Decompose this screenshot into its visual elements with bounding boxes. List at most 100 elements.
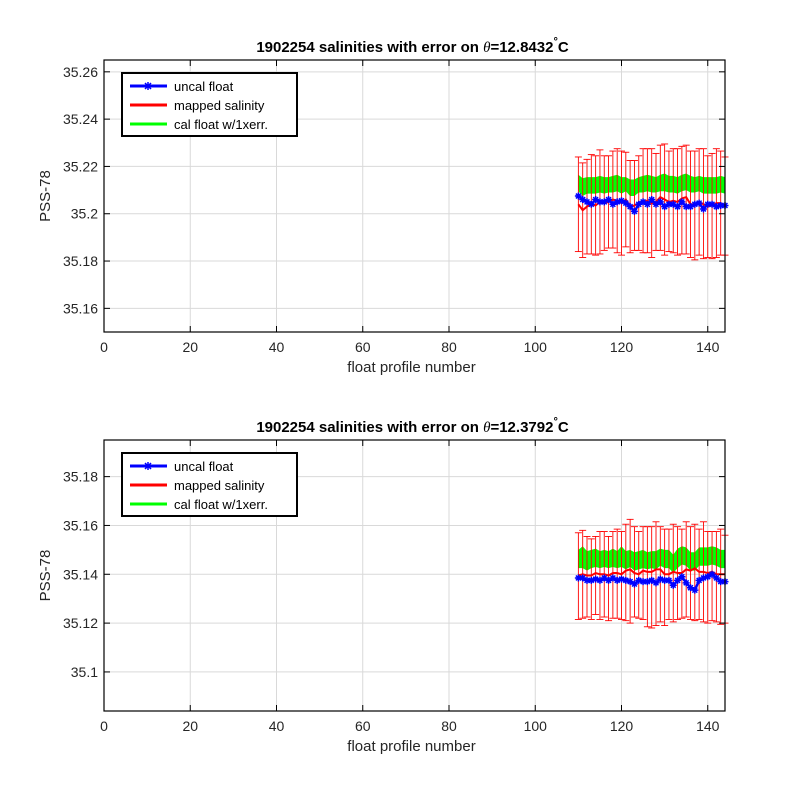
uncal-float-marker (687, 584, 694, 592)
x-tick-label: 140 (696, 339, 720, 355)
legend-marker (144, 462, 152, 470)
y-tick-label: 35.18 (63, 469, 98, 485)
uncal-float-marker (630, 580, 638, 588)
y-tick-label: 35.16 (63, 300, 98, 316)
uncal-float-marker (613, 198, 621, 206)
y-tick-label: 35.16 (63, 517, 98, 533)
y-tick-label: 35.26 (63, 64, 98, 80)
axes-box (103, 59, 726, 333)
y-tick-label: 35.18 (63, 253, 98, 269)
uncal-float-marker (665, 200, 673, 208)
legend: uncal float mapped salinity cal float w/1x… (121, 452, 298, 517)
uncal-float-marker (652, 579, 660, 587)
uncal-float-marker (635, 576, 643, 584)
uncal-float-marker (712, 203, 720, 211)
subplot-2: 0 20 40 60 80 100 120 140 35.1 35.12 35.14 35.16 35.… (37, 416, 729, 755)
legend-mapped: mapped salinity (130, 98, 265, 113)
title-theta: θ (483, 420, 491, 436)
uncal-float-marker (574, 192, 582, 200)
legend-cal: cal float w/1xerr. (130, 497, 268, 512)
uncal-float-marker (639, 198, 647, 206)
legend: uncal float mapped salinity cal float w/1x… (121, 72, 298, 137)
y-tick-label: 35.14 (63, 566, 98, 582)
uncal-float-marker (656, 575, 664, 583)
x-tick-label: 20 (182, 718, 198, 734)
uncal-float-marker (579, 196, 587, 204)
uncal-float-marker (678, 573, 686, 581)
x-tick-label: 40 (269, 718, 285, 734)
uncal-float-marker (665, 576, 673, 584)
uncal-float-marker (674, 576, 682, 584)
title-value: =12.3792 (490, 419, 553, 436)
uncal-float-marker (708, 200, 716, 208)
title-degree: ° (553, 36, 557, 48)
uncal-float-marker (596, 576, 604, 584)
uncal-float-marker (695, 199, 703, 207)
x-tick-label: 60 (355, 339, 371, 355)
title-value: =12.8432 (490, 39, 553, 56)
title-prefix: 1902254 salinities with error on (256, 39, 483, 56)
uncal-float-marker (678, 198, 686, 206)
legend-uncal: uncal float (130, 79, 234, 94)
chart-title: 1902254 salinities with error on θ=12.84… (256, 36, 569, 56)
uncal-float-marker (708, 570, 716, 578)
legend-marker (144, 82, 152, 90)
uncal-float-marker (587, 200, 595, 208)
legend-label: uncal float (174, 459, 234, 474)
uncal-float-marker (648, 576, 656, 584)
x-tick-label: 140 (696, 718, 720, 734)
x-tick-label: 100 (524, 718, 548, 734)
uncal-float-marker (622, 199, 630, 207)
x-tick-label: 60 (355, 718, 371, 734)
x-tick-label: 0 (100, 718, 108, 734)
title-unit: C (558, 419, 569, 436)
y-axis-label: PSS-78 (37, 550, 54, 602)
uncal-float-marker (592, 575, 600, 583)
uncal-float-marker (574, 574, 582, 582)
legend-label: mapped salinity (174, 98, 265, 113)
uncal-float-marker (583, 576, 591, 584)
uncal-float-marker (648, 196, 656, 204)
uncal-float-marker (704, 200, 712, 208)
uncal-float-marker (605, 196, 613, 204)
x-tick-label: 80 (441, 718, 457, 734)
uncal-float-marker (635, 200, 643, 208)
uncal-float-marker (622, 576, 630, 584)
x-tick-label: 80 (441, 339, 457, 355)
uncal-float-marker (656, 198, 664, 206)
y-tick-label: 35.22 (63, 158, 98, 174)
legend-label: cal float w/1xerr. (174, 117, 268, 132)
uncal-float-marker (652, 200, 660, 208)
x-axis-label: float profile number (347, 738, 475, 755)
title-prefix: 1902254 salinities with error on (256, 419, 483, 436)
chart-title: 1902254 salinities with error on θ=12.37… (256, 416, 569, 436)
uncal-float-marker (669, 200, 677, 208)
y-tick-label: 35.24 (63, 111, 98, 127)
uncal-float-marker (630, 207, 638, 215)
uncal-float-marker (674, 203, 682, 211)
legend-uncal: uncal float (130, 459, 234, 474)
uncal-float-marker (704, 573, 712, 581)
uncal-float-marker (605, 576, 613, 584)
uncal-float-marker (643, 578, 651, 586)
uncal-float-marker (626, 203, 634, 211)
uncal-float-marker (587, 576, 595, 584)
uncal-float-marker (699, 574, 707, 582)
uncal-float-marker (639, 578, 647, 586)
x-tick-label: 120 (610, 339, 634, 355)
y-tick-label: 35.12 (63, 615, 98, 631)
uncal-float-marker (600, 574, 608, 582)
uncal-float-marker (618, 197, 625, 205)
uncal-float-marker (609, 200, 617, 208)
x-tick-label: 100 (524, 339, 548, 355)
legend-label: cal float w/1xerr. (174, 497, 268, 512)
title-degree: ° (553, 416, 557, 428)
uncal-float-marker (613, 576, 621, 584)
subplot-1: 0 20 40 60 80 100 120 140 35.16 35.18 35.2 35.22 35.… (37, 36, 729, 376)
uncal-float-marker (682, 579, 690, 587)
y-tick-label: 35.2 (71, 206, 98, 222)
title-unit: C (558, 39, 569, 56)
uncal-float-marker (669, 581, 677, 589)
x-tick-label: 0 (100, 339, 108, 355)
y-axis-label: PSS-78 (37, 170, 54, 222)
